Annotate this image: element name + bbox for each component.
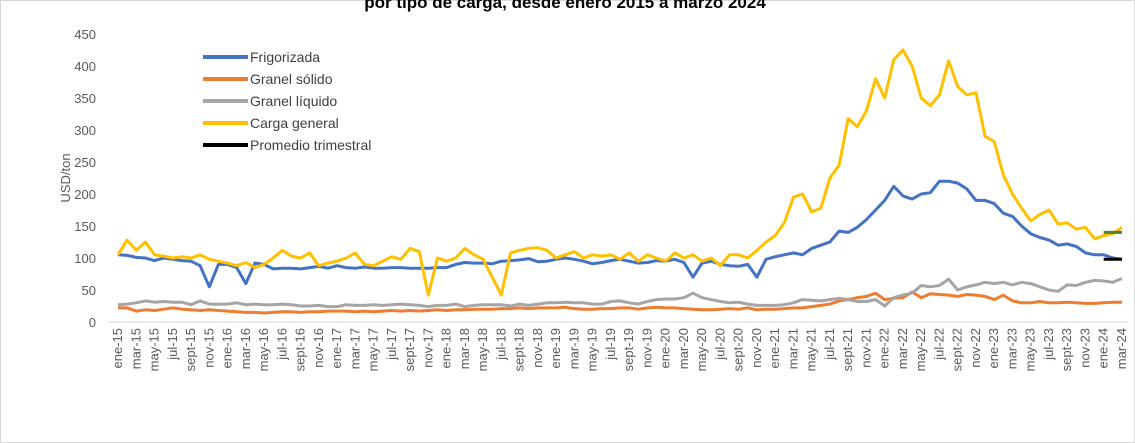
x-tick-label: jul-16 — [274, 328, 289, 361]
x-tick-label: nov-18 — [530, 328, 545, 368]
x-tick-label: nov-19 — [639, 328, 654, 368]
x-tick-label: ene-22 — [877, 328, 892, 368]
x-tick-label: nov-22 — [968, 328, 983, 368]
x-tick-label: jul-22 — [931, 328, 946, 361]
x-tick-label: mar-15 — [128, 328, 143, 369]
x-tick-label: sept-21 — [840, 328, 855, 371]
x-tick-label: jul-20 — [712, 328, 727, 361]
x-tick-label: ene-16 — [220, 328, 235, 368]
x-tick-label: jul-23 — [1041, 328, 1056, 361]
series-line — [116, 48, 1123, 297]
x-tick-label: jul-21 — [822, 328, 837, 361]
x-tick-label: sept-17 — [402, 328, 417, 371]
x-tick-label: sept-22 — [950, 328, 965, 371]
legend-label: Carga general — [250, 115, 339, 131]
series-line — [118, 290, 1122, 315]
x-tick-label: sept-15 — [183, 328, 198, 371]
x-tick-label: may-21 — [804, 328, 819, 371]
x-tick-label: may-19 — [585, 328, 600, 371]
y-tick-label: 0 — [89, 315, 96, 330]
y-axis-label: USD/ton — [58, 153, 73, 202]
y-tick-label: 50 — [82, 283, 96, 298]
x-tick-label: ene-15 — [110, 328, 125, 368]
x-tick-label: sept-18 — [512, 328, 527, 371]
x-tick-label: jul-15 — [165, 328, 180, 361]
x-tick-label: may-15 — [147, 328, 162, 371]
x-tick-label: mar-21 — [785, 328, 800, 369]
x-tick-label: mar-22 — [895, 328, 910, 369]
x-tick-label: ene-19 — [548, 328, 563, 368]
x-tick-label: ene-24 — [1096, 328, 1111, 368]
legend-label: Promedio trimestral — [250, 137, 371, 153]
y-tick-label: 150 — [74, 219, 96, 234]
x-tick-label: mar-19 — [566, 328, 581, 369]
x-tick-label: ene-18 — [439, 328, 454, 368]
y-tick-label: 200 — [74, 187, 96, 202]
x-tick-label: nov-17 — [420, 328, 435, 368]
x-tick-label: mar-20 — [676, 328, 691, 369]
x-tick-label: nov-15 — [201, 328, 216, 368]
y-tick-label: 450 — [74, 27, 96, 42]
y-tick-label: 250 — [74, 155, 96, 170]
x-tick-label: nov-16 — [311, 328, 326, 368]
x-tick-label: mar-17 — [347, 328, 362, 369]
legend-label: Frigorizada — [250, 49, 320, 65]
x-tick-label: nov-23 — [1077, 328, 1092, 368]
x-tick-label: mar-16 — [238, 328, 253, 369]
x-tick-label: may-16 — [256, 328, 271, 371]
chart-title: por tipo de carga, desde enero 2015 a ma… — [364, 0, 766, 12]
x-tick-label: may-17 — [366, 328, 381, 371]
x-tick-label: mar-23 — [1004, 328, 1019, 369]
x-tick-label: may-20 — [694, 328, 709, 371]
x-tick-label: sept-23 — [1059, 328, 1074, 371]
x-tick-label: mar-18 — [457, 328, 472, 369]
legend-label: Granel sólido — [250, 71, 333, 87]
y-tick-label: 350 — [74, 91, 96, 106]
x-tick-label: ene-21 — [767, 328, 782, 368]
x-tick-label: may-23 — [1023, 328, 1038, 371]
x-tick-label: sept-20 — [731, 328, 746, 371]
x-tick-label: ene-23 — [986, 328, 1001, 368]
x-tick-label: nov-20 — [749, 328, 764, 368]
x-tick-label: may-18 — [475, 328, 490, 371]
x-tick-label: nov-21 — [858, 328, 873, 368]
x-tick-label: sept-16 — [293, 328, 308, 371]
x-tick-label: jul-17 — [384, 328, 399, 361]
y-tick-label: 100 — [74, 251, 96, 266]
x-tick-label: may-22 — [913, 328, 928, 371]
x-tick-label: sept-19 — [621, 328, 636, 371]
x-tick-label: ene-20 — [658, 328, 673, 368]
y-tick-label: 300 — [74, 123, 96, 138]
x-tick-label: jul-19 — [603, 328, 618, 361]
legend-label: Granel líquido — [250, 93, 337, 109]
y-tick-label: 400 — [74, 59, 96, 74]
series-line — [117, 277, 1123, 309]
x-tick-label: jul-18 — [493, 328, 508, 361]
x-tick-label: ene-17 — [329, 328, 344, 368]
x-tick-label: mar-24 — [1114, 328, 1129, 369]
